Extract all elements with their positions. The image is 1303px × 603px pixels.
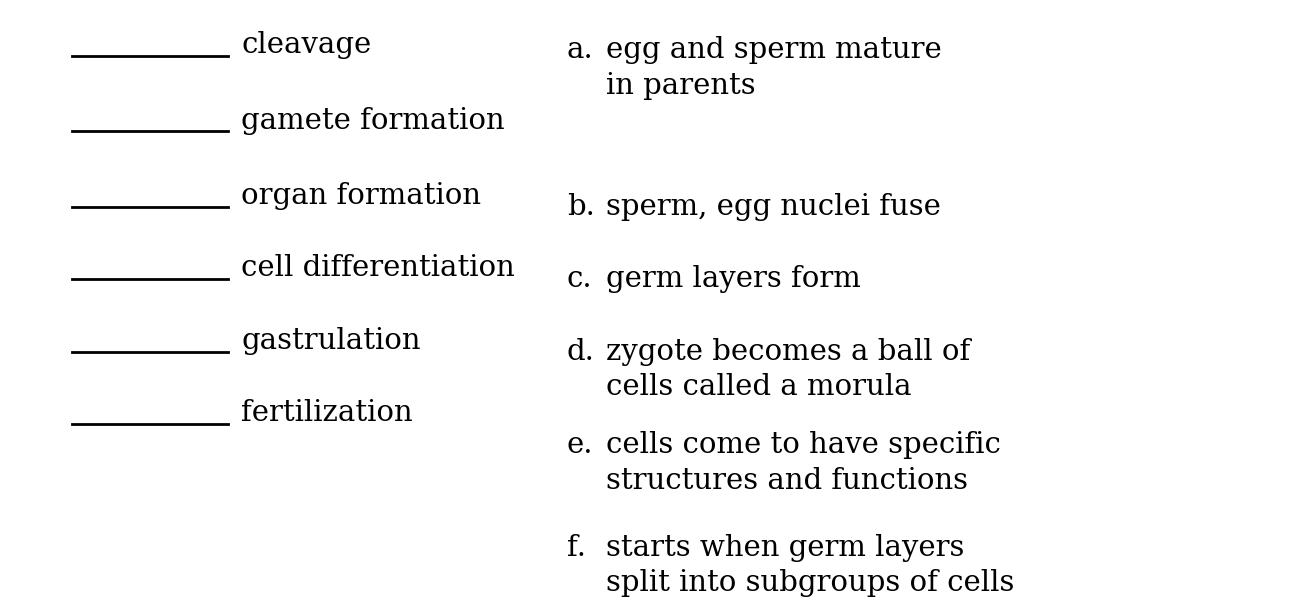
Text: e.: e. (567, 431, 593, 459)
Text: f.: f. (567, 534, 586, 561)
Text: cleavage: cleavage (241, 31, 371, 59)
Text: a.: a. (567, 36, 594, 64)
Text: germ layers form: germ layers form (606, 265, 861, 293)
Text: gamete formation: gamete formation (241, 107, 504, 134)
Text: fertilization: fertilization (241, 399, 413, 427)
Text: zygote becomes a ball of
cells called a morula: zygote becomes a ball of cells called a … (606, 338, 971, 402)
Text: egg and sperm mature
in parents: egg and sperm mature in parents (606, 36, 942, 100)
Text: sperm, egg nuclei fuse: sperm, egg nuclei fuse (606, 193, 941, 221)
Text: b.: b. (567, 193, 594, 221)
Text: cell differentiation: cell differentiation (241, 254, 515, 282)
Text: organ formation: organ formation (241, 182, 481, 210)
Text: cells come to have specific
structures and functions: cells come to have specific structures a… (606, 431, 1001, 495)
Text: d.: d. (567, 338, 594, 365)
Text: gastrulation: gastrulation (241, 327, 421, 355)
Text: starts when germ layers
split into subgroups of cells: starts when germ layers split into subgr… (606, 534, 1014, 598)
Text: c.: c. (567, 265, 593, 293)
